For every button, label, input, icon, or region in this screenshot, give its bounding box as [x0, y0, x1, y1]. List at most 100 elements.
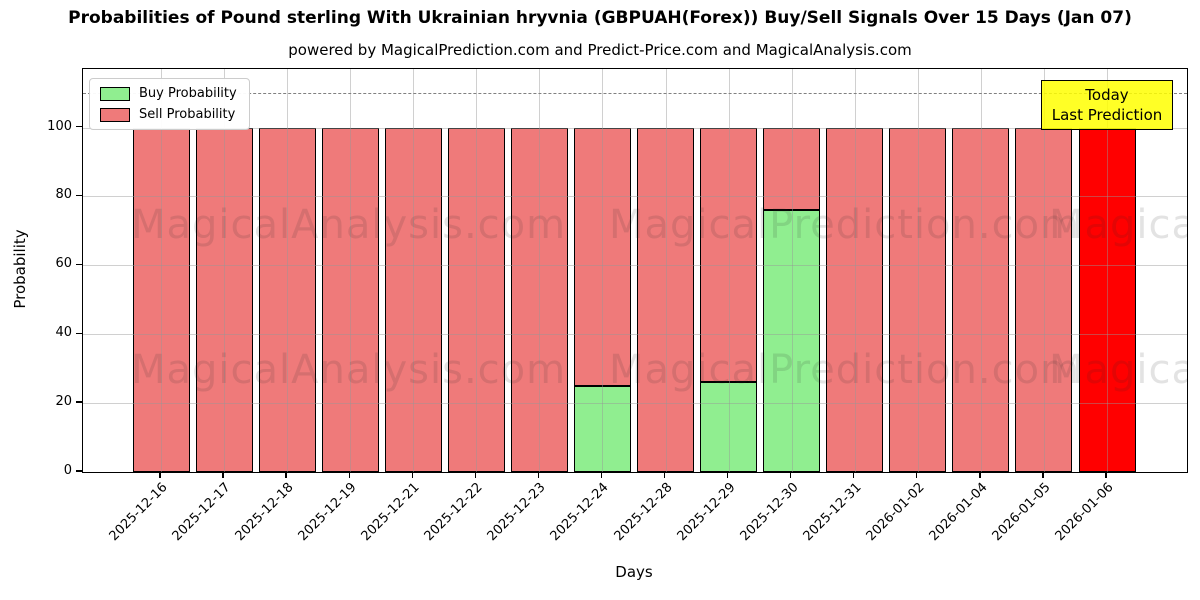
watermark-text: MagicalPrediction.com [609, 202, 1080, 248]
x-tick-mark [474, 472, 477, 478]
x-axis-label: Days [615, 563, 653, 581]
watermark-text: MagicalAnalysis.com [1049, 347, 1187, 393]
bar-segment-sell [384, 127, 442, 472]
x-tick-mark [600, 472, 603, 478]
x-tick-label: 2025-12-31 [800, 480, 865, 545]
bar-segment-buy [700, 382, 758, 472]
legend-item: Buy Probability [100, 86, 237, 101]
bar-segment-sell [1015, 127, 1073, 472]
x-tick-mark [726, 472, 729, 478]
x-tick-mark [789, 472, 792, 478]
x-tick-label: 2025-12-29 [674, 480, 739, 545]
watermark-text: MagicalPrediction.com [609, 347, 1080, 393]
vertical-gridline [476, 69, 478, 472]
x-tick-mark [222, 472, 224, 478]
legend-item-label: Buy Probability [139, 86, 237, 101]
vertical-gridline [161, 69, 162, 472]
x-tick-mark [1105, 472, 1107, 478]
x-tick-label: 2025-12-22 [421, 480, 486, 545]
x-tick-mark [159, 472, 161, 478]
vertical-gridline [665, 69, 667, 472]
y-tick-label: 0 [63, 463, 72, 478]
vertical-gridline [224, 69, 226, 472]
horizontal-gridline [83, 403, 1187, 405]
y-tick-label: 80 [55, 187, 72, 203]
y-tick-mark [76, 332, 82, 334]
x-tick-label: 2025-12-24 [548, 480, 613, 545]
vertical-gridline [728, 69, 730, 472]
x-tick-mark [285, 472, 287, 478]
legend-item: Sell Probability [100, 107, 237, 122]
horizontal-gridline [83, 127, 1187, 129]
y-tick-mark [76, 125, 82, 128]
y-tick-mark [76, 401, 82, 403]
x-tick-label: 2025-12-30 [737, 480, 802, 545]
bar-segment-buy [573, 385, 631, 472]
bar-segment-sell [258, 127, 316, 472]
x-tick-label: 2025-12-19 [295, 480, 360, 545]
vertical-gridline [917, 69, 919, 472]
bar-segment-sell [573, 127, 631, 386]
vertical-gridline [980, 69, 982, 472]
x-tick-label: 2026-01-05 [989, 480, 1054, 545]
legend-swatch-sell [100, 107, 130, 122]
bar-segment-sell [763, 127, 821, 211]
vertical-gridline [350, 69, 352, 472]
bar-segment-sell [447, 127, 505, 472]
x-tick-label: 2025-12-23 [484, 480, 549, 545]
x-tick-mark [1042, 472, 1044, 478]
vertical-gridline [1107, 69, 1108, 472]
x-tick-mark [853, 472, 855, 478]
horizontal-gridline [83, 334, 1187, 336]
bar-segment-sell [510, 127, 568, 472]
y-tick-mark [76, 263, 82, 266]
legend-item-label: Sell Probability [139, 107, 236, 122]
x-tick-label: 2026-01-02 [863, 480, 928, 545]
watermark-text: MagicalAnalysis.com [131, 347, 567, 393]
bar-segment-buy [763, 210, 821, 472]
vertical-gridline [539, 69, 541, 472]
x-tick-mark [663, 472, 666, 478]
chart-subtitle: powered by MagicalPrediction.com and Pre… [288, 41, 912, 59]
x-tick-mark [916, 472, 918, 478]
x-tick-mark [537, 472, 540, 478]
vertical-gridline [602, 69, 604, 472]
bar-segment-sell [321, 127, 379, 472]
bar-segment-sell [826, 127, 884, 472]
watermark-text: MagicalAnalysis.com [1049, 202, 1187, 248]
dashed-reference-line [83, 93, 1187, 95]
bar-segment-sell [700, 127, 758, 383]
y-tick-label: 100 [47, 118, 72, 134]
plot-area: MagicalAnalysis.com MagicalPrediction.com… [82, 68, 1188, 473]
legend: Buy Probability Sell Probability [89, 78, 250, 130]
y-tick-label: 40 [55, 325, 72, 341]
x-tick-label: 2025-12-16 [106, 480, 171, 545]
x-tick-label: 2025-12-28 [611, 480, 676, 545]
today-annotation: Today Last Prediction [1041, 80, 1173, 130]
y-tick-label: 20 [55, 394, 72, 410]
x-tick-label: 2025-12-17 [169, 480, 234, 545]
today-annotation-line1: Today [1085, 85, 1129, 104]
horizontal-gridline [83, 196, 1187, 198]
today-annotation-line2: Last Prediction [1051, 106, 1163, 124]
y-tick-label: 60 [55, 256, 72, 272]
bar-segment-sell [1078, 127, 1136, 472]
vertical-gridline [287, 69, 289, 472]
bar-segment-sell [132, 127, 190, 472]
x-tick-label: 2025-12-21 [358, 480, 423, 545]
vertical-gridline [1043, 69, 1045, 472]
x-tick-mark [348, 472, 350, 478]
watermark-text: MagicalAnalysis.com [131, 202, 567, 248]
horizontal-gridline [83, 265, 1187, 267]
x-tick-label: 2026-01-06 [1052, 480, 1117, 545]
chart-title: Probabilities of Pound sterling With Ukr… [68, 8, 1132, 28]
bar-segment-sell [952, 127, 1010, 472]
bar-segment-sell [195, 127, 253, 472]
legend-swatch-buy [100, 86, 130, 101]
bar-segment-sell [889, 127, 947, 472]
y-tick-mark [76, 470, 82, 472]
y-tick-mark [76, 194, 82, 197]
x-tick-label: 2025-12-18 [232, 480, 297, 545]
vertical-gridline [854, 69, 856, 472]
